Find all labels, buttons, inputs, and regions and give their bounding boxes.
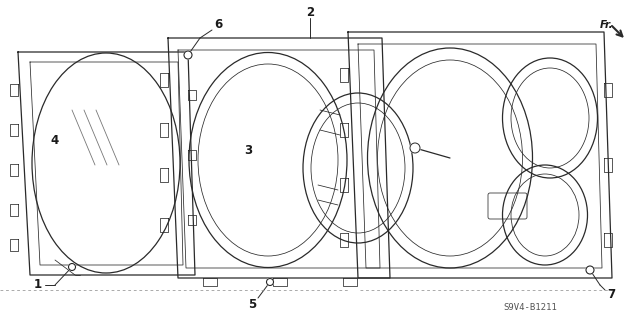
Text: S9V4-B1211: S9V4-B1211 [503, 303, 557, 313]
Text: 5: 5 [248, 298, 256, 310]
Circle shape [410, 143, 420, 153]
Text: Fr.: Fr. [600, 20, 614, 30]
Text: 6: 6 [214, 19, 222, 32]
Circle shape [184, 51, 192, 59]
Text: 2: 2 [306, 5, 314, 19]
Circle shape [266, 278, 273, 286]
Text: 4: 4 [51, 133, 59, 146]
Text: 1: 1 [34, 278, 42, 292]
Text: 7: 7 [607, 288, 615, 301]
Circle shape [586, 266, 594, 274]
Text: 3: 3 [244, 144, 252, 157]
Circle shape [68, 263, 76, 271]
